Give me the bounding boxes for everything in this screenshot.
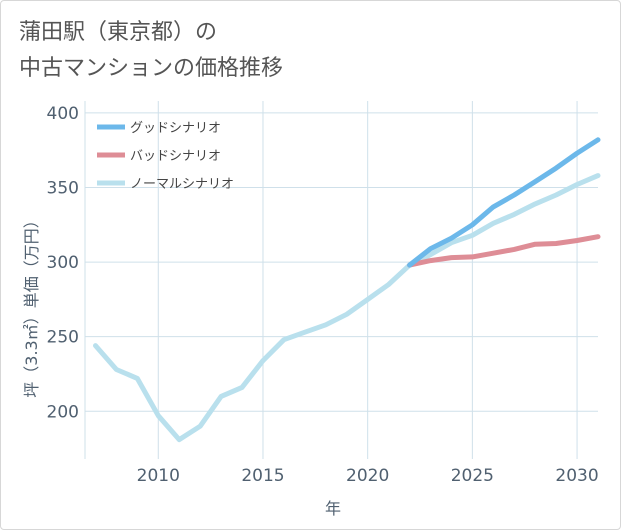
y-tick-label: 300	[47, 253, 79, 273]
x-tick-label: 2015	[241, 466, 284, 486]
series-line-1	[407, 137, 601, 268]
axes: 200 250 300 350 400 2010 2015 2020 2025 2030	[47, 101, 599, 486]
legend-label: ノーマルシナリオ	[130, 177, 234, 192]
chart-title-line1: 蒲田駅（東京都）の	[19, 20, 218, 45]
series-line-3	[93, 173, 601, 443]
grid-lines	[85, 101, 598, 459]
x-tick-label: 2020	[346, 466, 389, 486]
x-tick-label: 2025	[451, 466, 494, 486]
y-axis-label: 坪（3.3㎡）単価（万円）	[22, 212, 41, 397]
series-lines	[93, 137, 601, 443]
chart-title: 蒲田駅（東京都）の 中古マンションの価格推移	[19, 15, 283, 87]
legend-label: バッドシナリオ	[130, 149, 221, 164]
legend-label: グッドシナリオ	[130, 121, 221, 136]
x-tick-label: 2010	[137, 466, 180, 486]
y-tick-label: 250	[47, 328, 79, 348]
x-axis-label: 年	[325, 499, 341, 518]
y-tick-label: 200	[47, 402, 79, 422]
y-tick-label: 350	[47, 179, 79, 199]
chart-title-line2: 中古マンションの価格推移	[19, 56, 284, 81]
y-tick-label: 400	[47, 104, 79, 124]
series-line-2	[407, 234, 601, 268]
x-tick-label: 2030	[555, 466, 598, 486]
